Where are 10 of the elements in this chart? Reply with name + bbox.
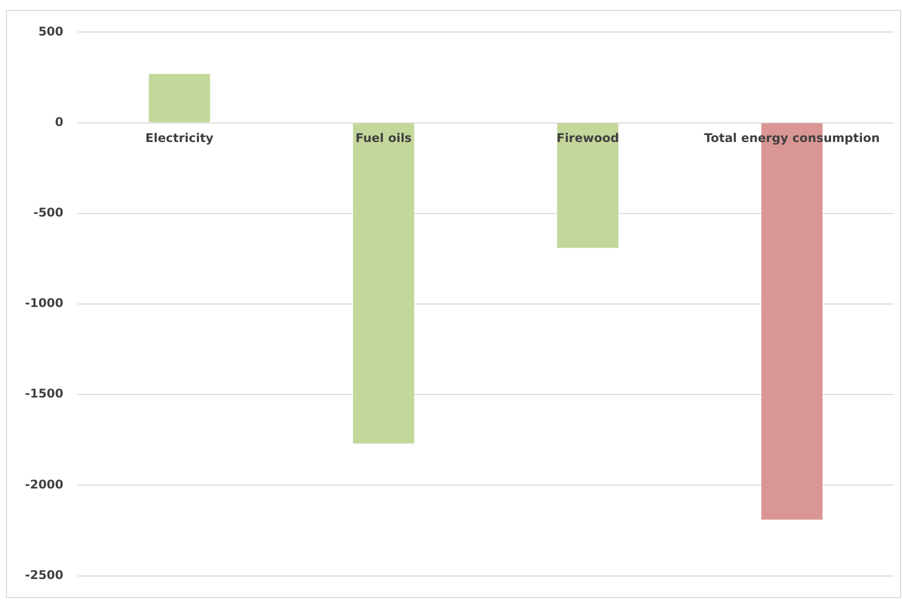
y-tick-label: -1000: [24, 296, 64, 310]
y-tick-label: 500: [38, 24, 64, 38]
x-tick-label: Firewood: [556, 130, 620, 145]
x-tick-label: Fuel oils: [356, 130, 412, 145]
y-tick-label: -1500: [24, 386, 64, 401]
y-tick-label: 0: [55, 114, 64, 129]
y-tick-label: -500: [33, 206, 64, 220]
x-tick-label: Electricity: [145, 130, 214, 145]
y-tick-label: -2500: [24, 568, 64, 582]
y-tick-label: -2000: [24, 477, 64, 492]
